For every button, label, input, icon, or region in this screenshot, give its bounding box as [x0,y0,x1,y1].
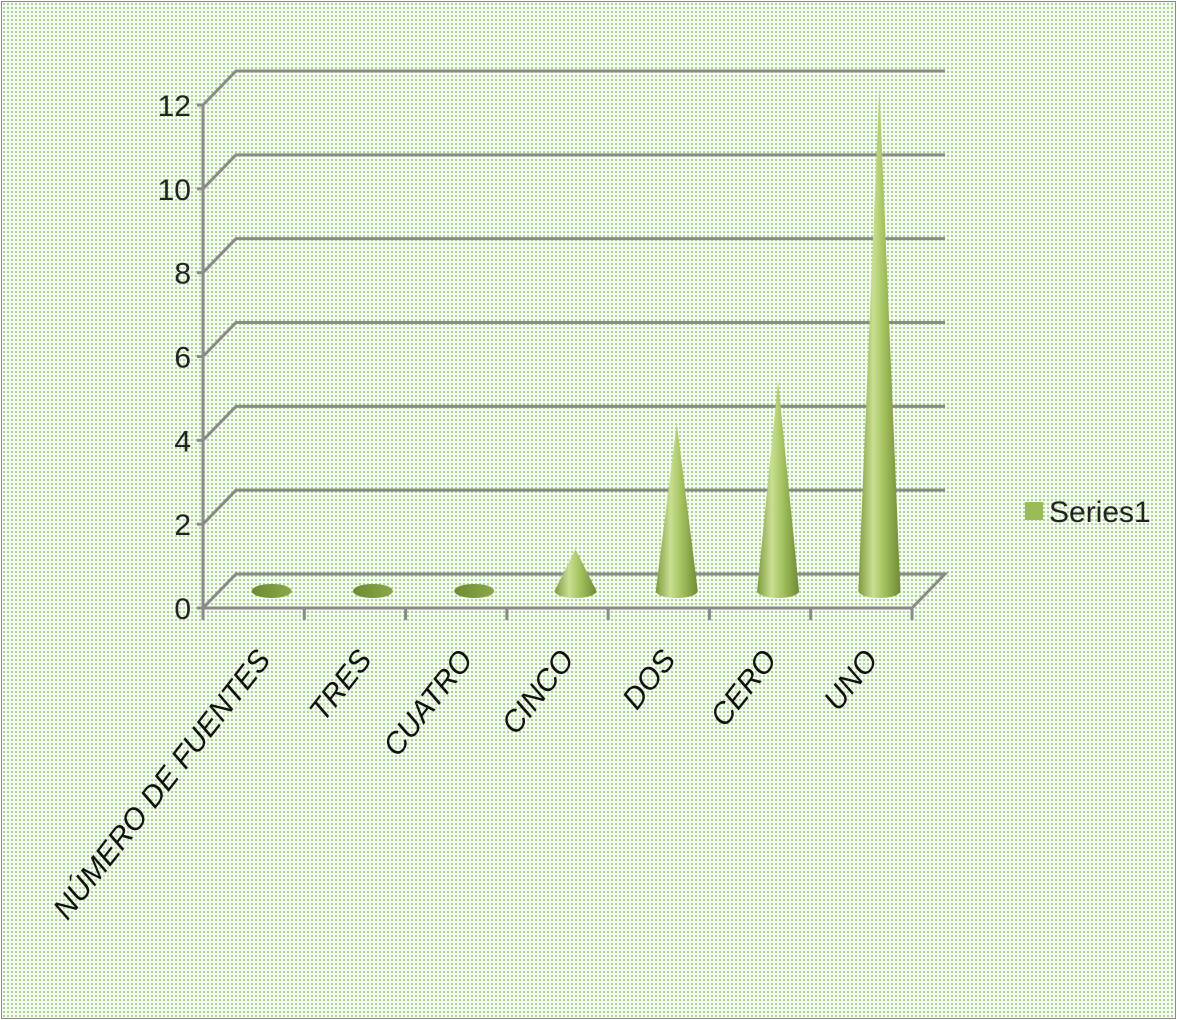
cone-uno [858,88,901,598]
legend-swatch-series1 [1025,502,1043,520]
gridline [201,404,945,442]
x-category-label: NÚMERO DE FUENTES [47,644,277,926]
y-tick-label: 4 [174,425,191,458]
gridline [201,69,945,107]
cone-body [655,423,698,598]
x-category-label: TRES [303,644,378,727]
cone-body [858,88,901,598]
gridline [201,488,945,526]
x-category-label: DOS [616,644,682,716]
cone-base-cuatro [454,584,495,598]
gridline [201,321,945,358]
cone-dos [655,423,698,598]
x-category-label: CERO [704,644,783,733]
y-tick-label: 8 [174,258,191,291]
cone-body [554,549,597,598]
y-tick-label: 2 [174,509,191,542]
y-tick-label: 12 [158,90,191,123]
gridline [201,237,945,274]
cone-base-número-de-fuentes [251,584,292,598]
x-category-label: UNO [818,644,885,717]
x-category-label: CINCO [495,644,581,740]
cone-cinco [554,549,597,598]
cone-body [757,381,800,598]
x-category-label: CUATRO [377,644,480,762]
y-tick-label: 10 [158,174,191,207]
cone-base-tres [352,584,393,598]
gridline [201,153,945,190]
legend-label-series1: Series1 [1049,496,1151,529]
y-tick-label: 6 [174,342,191,375]
cone-cero [757,381,800,598]
y-tick-label: 0 [174,593,191,626]
